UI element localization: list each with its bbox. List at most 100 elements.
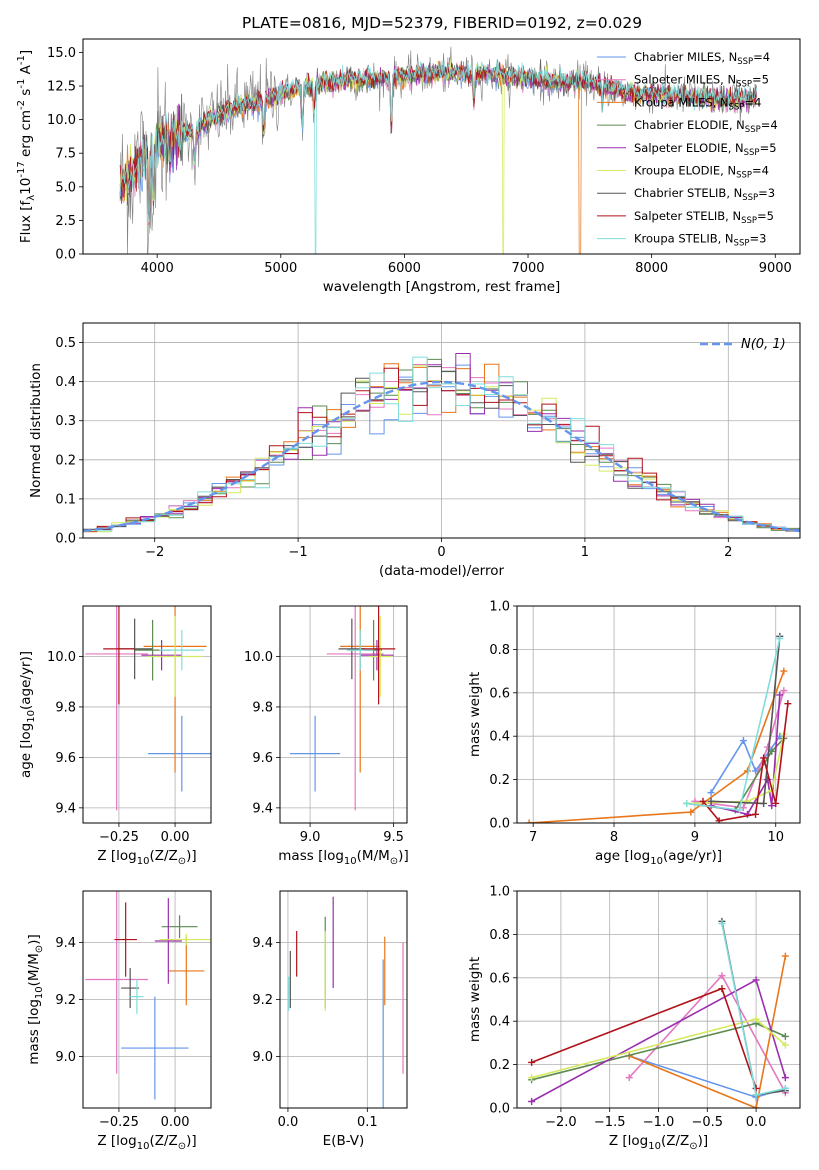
residual-histogram-panel: −2 −1 0 1 2 0.0 0.1 0.2 0.3 0.4 0.5 (data-model)/er…	[28, 322, 801, 579]
x-tick-label: 2	[724, 545, 732, 560]
ticks: −0.25 0.00 9.0 9.2 9.4	[55, 936, 189, 1130]
y-tick-label: 12.5	[47, 80, 76, 95]
weight-marker	[752, 1091, 760, 1099]
x-axis-label: Z [log10​(Z/Z⊙​)]	[97, 848, 196, 867]
x-tick-label: −2.0	[545, 1115, 577, 1130]
x-axis-label: Z [log10​(Z/Z⊙​)]	[97, 1133, 196, 1152]
y-tick-label: 9.2	[55, 993, 76, 1008]
y-tick-label: 9.4	[252, 936, 273, 951]
weight-marker	[683, 799, 691, 807]
weight-marker	[625, 1074, 633, 1082]
x-tick-label: −1	[289, 545, 308, 560]
axes-frame	[516, 605, 801, 824]
y-tick-label: 1.0	[489, 600, 510, 615]
weight-line	[702, 703, 789, 822]
weight-marker	[781, 1032, 789, 1040]
y-tick-label: 9.8	[55, 700, 76, 715]
error-bar-point	[159, 933, 211, 946]
residual-histogram	[83, 356, 800, 532]
x-tick-label: 8	[610, 830, 618, 845]
ticks: −2.0 −1.5 −1.0 −0.5 0.0 0.0 0.2 0.4 0.6 0.8 1.0	[489, 885, 766, 1131]
y-tick-label: 10.0	[244, 650, 273, 665]
y-tick-label: 9.6	[252, 751, 273, 766]
gridlines	[280, 606, 407, 823]
x-tick-label: −0.25	[99, 1115, 139, 1130]
weight-series	[707, 632, 784, 807]
x-tick-label: 9	[691, 830, 699, 845]
y-tick-label: 9.4	[55, 936, 76, 951]
x-tick-label: 1	[581, 545, 589, 560]
x-tick-label: 4000	[141, 261, 174, 276]
ticks: 7 8 9 10 0.0 0.2 0.4 0.6 0.8 1.0	[489, 600, 784, 846]
y-axis-label: mass [log10​(M/M⊙​)]	[26, 934, 45, 1064]
y-tick-label: 5.0	[55, 180, 76, 195]
legend-label: Chabrier ELODIE, NSSP=4	[634, 118, 778, 135]
y-tick-label: 9.6	[55, 751, 76, 766]
weight-marker	[781, 952, 789, 960]
y-axis-label: age [log10​(age/yr)]	[18, 651, 37, 778]
y-tick-label: 0.6	[489, 686, 510, 701]
normal-reference-curve	[83, 380, 800, 533]
y-tick-label: 9.0	[55, 1050, 76, 1065]
error-bar-point	[130, 979, 144, 1014]
legend-label: Chabrier STELIB, NSSP=3	[634, 186, 775, 203]
error-bar-point	[85, 891, 149, 1074]
weight-line	[686, 733, 785, 805]
x-tick-label: 0.0	[278, 1115, 299, 1130]
legend-label: Salpeter MILES, NSSP=5	[634, 73, 769, 90]
y-tick-label: 10.0	[47, 650, 76, 665]
weight-series	[528, 985, 760, 1092]
x-tick-label: −2	[145, 545, 164, 560]
axes-frame	[82, 38, 801, 255]
error-bars	[85, 891, 211, 1100]
figure-title: PLATE=0816, MJD=52379, FIBERID=0192, z=0…	[242, 14, 642, 32]
legend: Chabrier MILES, NSSP=4 Salpeter MILES, NS…	[597, 50, 778, 249]
error-bar-point	[121, 996, 189, 1100]
weight-series	[528, 976, 789, 1105]
spectrum-lines	[119, 46, 757, 254]
weight-marker	[528, 1058, 536, 1066]
x-tick-label: 7000	[511, 261, 544, 276]
y-tick-label: 9.8	[252, 700, 273, 715]
mass-vs-extinction-panel: 0.0 0.1 9.0 9.2 9.4 E(B-V)	[252, 890, 408, 1149]
x-axis-label: (data-model)/error	[379, 563, 505, 579]
legend-label: Salpeter STELIB, NSSP=5	[634, 209, 774, 226]
axes-frame	[516, 890, 801, 1109]
weight-marker	[768, 802, 776, 810]
mass-vs-metallicity-panel: −0.25 0.00 9.0 9.2 9.4 Z [log10​(Z/Z⊙​)] mass …	[26, 890, 212, 1152]
axes-frame	[82, 605, 212, 824]
weight-marker	[752, 810, 760, 818]
weight-marker	[772, 799, 780, 807]
weight-marker	[528, 1074, 536, 1082]
legend-label: Salpeter ELODIE, NSSP=5	[634, 141, 777, 158]
histograms	[83, 353, 800, 533]
y-tick-label: 0.0	[489, 1102, 510, 1117]
weight-series	[699, 700, 792, 823]
model-spectrum	[119, 59, 757, 254]
x-axis-label: mass [log10​(M/M⊙​)]	[278, 848, 408, 867]
error-bars	[85, 606, 211, 811]
gridlines	[280, 891, 407, 1108]
x-tick-label: 5000	[264, 261, 297, 276]
error-bar-point	[159, 629, 205, 671]
x-tick-label: 0.0	[746, 1115, 767, 1130]
weight-marker	[764, 743, 772, 751]
x-axis-label: age [log10​(age/yr)]	[595, 848, 722, 867]
error-bar-point	[368, 616, 392, 697]
x-tick-label: 9.5	[383, 830, 404, 845]
weight-marker	[780, 687, 788, 695]
age-vs-mass-panel: 9.0 9.5 9.4 9.6 9.8 10.0 mass [log10​(M/M⊙​)]	[244, 605, 409, 867]
weight-vs-metallicity-panel: −2.0 −1.5 −1.0 −0.5 0.0 0.0 0.2 0.4 0.6 0.8 1.0 Z […	[467, 885, 801, 1152]
weight-line	[529, 670, 785, 823]
y-tick-label: 9.2	[252, 993, 273, 1008]
spectrum-panel: 4000 5000 6000 7000 8000 9000 0.0 2.5 5.0 7.5 10.0…	[16, 38, 801, 295]
weight-marker	[525, 819, 533, 823]
x-tick-label: 6000	[388, 261, 421, 276]
weight-marker	[752, 976, 760, 984]
weight-marker	[528, 1097, 536, 1105]
x-tick-label: 7	[529, 830, 537, 845]
x-tick-label: −1.0	[643, 1115, 675, 1130]
weight-marker	[760, 799, 768, 807]
axes-frame	[82, 322, 801, 539]
